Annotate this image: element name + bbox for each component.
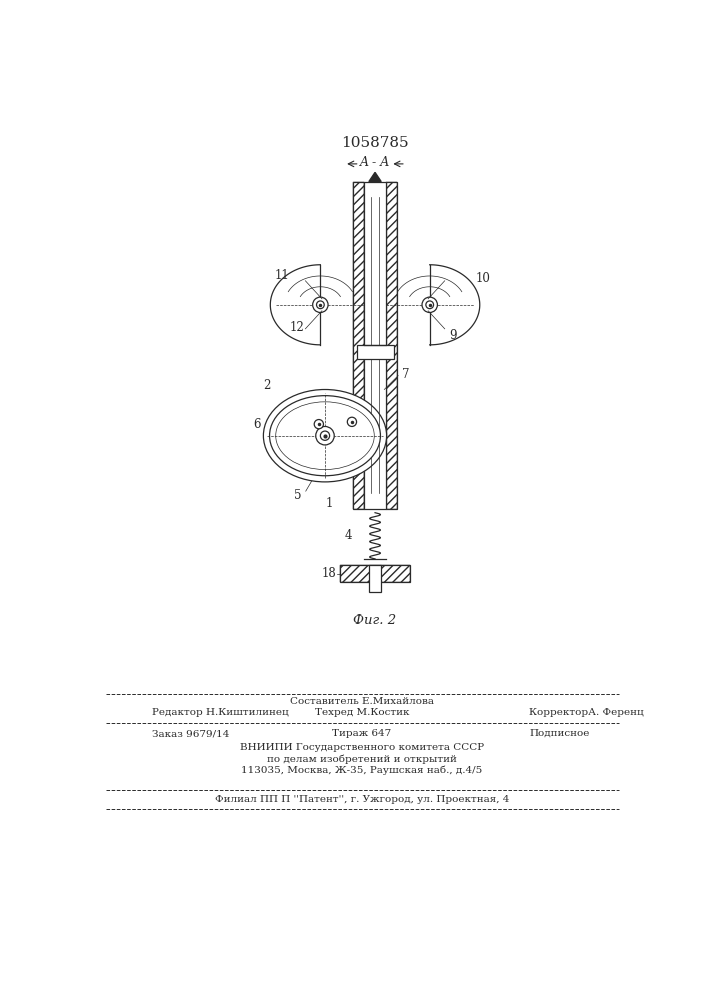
- Ellipse shape: [276, 402, 374, 470]
- Bar: [369, 565, 381, 592]
- Text: Тираж 647: Тираж 647: [332, 729, 392, 738]
- Text: КорректорА. Ференц: КорректорА. Ференц: [529, 708, 644, 717]
- Text: Подписное: Подписное: [529, 729, 590, 738]
- Text: Фиг. 2: Фиг. 2: [354, 614, 397, 627]
- Text: 11: 11: [274, 269, 289, 282]
- Bar: [340, 565, 409, 582]
- Text: по делам изобретений и открытий: по делам изобретений и открытий: [267, 754, 457, 764]
- Circle shape: [317, 301, 325, 309]
- Text: 7: 7: [402, 368, 409, 381]
- Text: Редактор Н.Киштилинец: Редактор Н.Киштилинец: [152, 708, 288, 717]
- Bar: [354, 182, 364, 509]
- Text: Техред М.Костик: Техред М.Костик: [315, 708, 409, 717]
- Text: 12: 12: [290, 321, 305, 334]
- Text: 1058785: 1058785: [341, 136, 409, 150]
- Circle shape: [316, 426, 334, 445]
- Bar: [356, 345, 394, 359]
- Circle shape: [314, 420, 324, 429]
- Text: Составитель Е.Михайлова: Составитель Е.Михайлова: [290, 697, 434, 706]
- Text: 10: 10: [476, 272, 491, 285]
- Polygon shape: [270, 265, 320, 345]
- Text: 1: 1: [325, 497, 332, 510]
- Circle shape: [320, 431, 329, 440]
- Bar: [340, 565, 409, 582]
- Bar: [364, 182, 386, 509]
- Text: ВНИИПИ Государственного комитета СССР: ВНИИПИ Государственного комитета СССР: [240, 743, 484, 752]
- Text: 2: 2: [264, 379, 271, 392]
- Polygon shape: [430, 265, 480, 345]
- Circle shape: [347, 417, 356, 426]
- Text: 6: 6: [254, 418, 261, 431]
- Text: 4: 4: [344, 529, 352, 542]
- Bar: [386, 182, 397, 509]
- Text: Филиал ПП П ''Патент'', г. Ужгород, ул. Проектная, 4: Филиал ПП П ''Патент'', г. Ужгород, ул. …: [215, 795, 509, 804]
- Bar: [354, 182, 364, 509]
- Ellipse shape: [269, 396, 380, 476]
- Text: 9: 9: [449, 329, 457, 342]
- Circle shape: [426, 301, 433, 309]
- Polygon shape: [369, 172, 381, 182]
- Circle shape: [422, 297, 438, 312]
- Bar: [386, 182, 397, 509]
- Text: 5: 5: [294, 489, 302, 502]
- Text: A - A: A - A: [360, 156, 390, 169]
- Text: Заказ 9679/14: Заказ 9679/14: [152, 729, 229, 738]
- Circle shape: [312, 297, 328, 312]
- Text: 113035, Москва, Ж-35, Раушская наб., д.4/5: 113035, Москва, Ж-35, Раушская наб., д.4…: [241, 766, 483, 775]
- Text: 18: 18: [322, 567, 337, 580]
- Ellipse shape: [264, 389, 387, 482]
